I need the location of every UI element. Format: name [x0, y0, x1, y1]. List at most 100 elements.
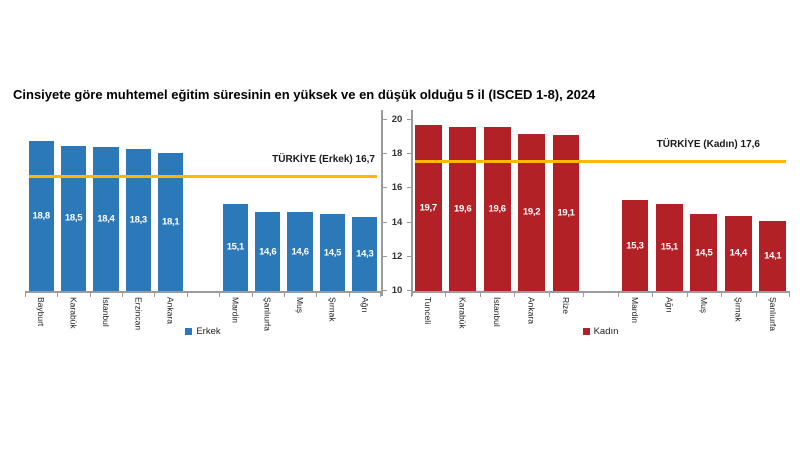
y-tick-mark — [407, 255, 411, 257]
bar-value-label: 19,7 — [419, 202, 438, 214]
x-axis-tick-mark — [348, 293, 350, 297]
bar-value-label: 15,1 — [226, 241, 245, 253]
bar-Ağrı: 14,3 — [352, 217, 378, 291]
x-axis-tick-mark — [583, 293, 585, 297]
bar-İstanbul: 19,6 — [483, 126, 511, 291]
bar-value-label: 19,2 — [522, 206, 541, 218]
y-tick-mark — [383, 290, 387, 291]
x-axis-tick-mark — [652, 293, 654, 297]
y-tick-mark — [383, 153, 387, 155]
bar-Mardin: 15,1 — [222, 203, 248, 291]
x-axis-label-İstanbul: İstanbul — [492, 297, 503, 327]
bar-Bayburt: 18,8 — [28, 140, 54, 291]
x-axis-tick-mark — [316, 293, 318, 297]
x-axis-label-Muş: Muş — [698, 297, 709, 314]
legend-label-kadin: Kadın — [593, 326, 619, 337]
y-axis-tick-16: 16 — [383, 182, 411, 194]
x-axis-labels-erkek: Bayburt Karabük İstanbul Erzincan Ankara Mard… — [25, 297, 381, 352]
chart-title: Cinsiyete göre muhtemel eğitim süresinin… — [13, 87, 596, 102]
x-axis-label-Muş: Muş — [295, 297, 306, 314]
x-axis-label-İstanbul: İstanbul — [100, 297, 111, 327]
bar-value-label: 19,6 — [454, 203, 472, 215]
bar-value-label: 19,6 — [488, 203, 506, 215]
y-tick-mark — [407, 119, 411, 120]
y-tick-mark — [383, 187, 387, 189]
x-axis-tick-mark — [251, 293, 253, 297]
y-axis-tick-18: 18 — [383, 148, 411, 160]
bar-value-label: 14,5 — [695, 247, 713, 259]
y-tick-mark — [407, 187, 411, 189]
x-axis-tick-mark — [548, 293, 550, 297]
bar-value-label: 14,4 — [729, 247, 748, 259]
bar-value-label: 15,1 — [660, 241, 679, 253]
bar-Rize: 19,1 — [552, 135, 580, 291]
x-axis-label-Mardin: Mardin — [230, 297, 241, 323]
x-axis-tick-mark — [25, 293, 26, 297]
bar-Erzincan: 18,3 — [125, 149, 151, 291]
x-axis-tick-mark — [89, 293, 91, 297]
legend-swatch-erkek-icon — [185, 328, 193, 335]
x-axis-tick-mark — [686, 293, 688, 297]
y-axis-tick-label: 10 — [391, 285, 403, 296]
y-axis-tick-label: 14 — [391, 216, 403, 228]
y-tick-mark — [383, 119, 387, 120]
bar-value-label: 14,1 — [764, 250, 782, 262]
y-axis-tick-20: 20 — [383, 114, 411, 126]
plot-area-kadin: 19,7 19,6 19,6 19,2 19,1 15,3 15,1 14,5 14,4 14,1… — [411, 120, 790, 297]
x-axis-tick-mark — [186, 293, 188, 297]
bar-value-label: 14,3 — [356, 248, 374, 260]
bar-value-label: 18,3 — [129, 214, 148, 226]
x-axis-tick-mark — [283, 293, 285, 297]
x-axis-label-Şırnak: Şırnak — [327, 297, 338, 322]
x-axis-tick-mark — [789, 293, 790, 297]
x-axis-label-Ankara: Ankara — [526, 297, 537, 324]
x-axis-label-Şanlıurfa: Şanlıurfa — [767, 297, 778, 332]
bar-value-label: 18,4 — [97, 213, 115, 225]
bar-Muş: 14,6 — [287, 212, 313, 291]
y-tick-mark — [383, 221, 387, 223]
x-axis-tick-mark — [219, 293, 221, 297]
bar-Şanlıurfa: 14,6 — [255, 212, 281, 291]
turkiye-reference-line — [28, 175, 378, 179]
turkiye-reference-label: TÜRKİYE (Erkek) 16,7 — [272, 154, 375, 166]
legend-erkek: Erkek — [25, 326, 381, 337]
x-axis-tick-mark — [479, 293, 481, 297]
bar-value-label: 18,8 — [32, 210, 51, 222]
bar-Tunceli: 19,7 — [414, 125, 442, 291]
bar-İstanbul: 18,4 — [93, 147, 119, 291]
plot-area-erkek: 18,8 18,5 18,4 18,3 18,1 15,1 14,6 14,6 14,5 14,3… — [25, 120, 381, 297]
bar-Muş: 14,5 — [690, 214, 718, 291]
x-axis-label-Ağrı: Ağrı — [359, 297, 370, 313]
bar-value-label: 14,5 — [323, 247, 342, 259]
bar-Şanlıurfa: 14,1 — [759, 220, 787, 291]
bar-Karabük: 19,6 — [449, 126, 477, 291]
bar-Ağrı: 15,1 — [655, 203, 683, 291]
x-axis-label-Ağrı: Ağrı — [664, 297, 675, 313]
turkiye-reference-label: TÜRKİYE (Kadın) 17,6 — [656, 139, 760, 151]
turkiye-reference-line — [414, 160, 787, 164]
legend-kadin: Kadın — [411, 326, 790, 337]
y-axis-tick-14: 14 — [383, 217, 411, 229]
y-axis-tick-label: 16 — [391, 182, 403, 194]
x-axis-label-Mardin: Mardin — [629, 297, 640, 323]
x-axis-tick-mark — [617, 293, 619, 297]
y-tick-mark — [383, 255, 387, 257]
x-axis-label-Erzincan: Erzincan — [133, 297, 144, 331]
x-axis-tick-mark — [380, 293, 381, 297]
x-axis-label-Bayburt: Bayburt — [36, 297, 47, 327]
x-axis-tick-mark — [57, 293, 59, 297]
y-axis-tick-label: 12 — [391, 250, 403, 262]
y-tick-mark — [407, 290, 411, 291]
x-axis-tick-mark — [122, 293, 124, 297]
bar-value-label: 19,1 — [557, 207, 575, 219]
legend-label-erkek: Erkek — [196, 326, 221, 337]
bar-Ankara: 18,1 — [158, 152, 184, 291]
x-axis-label-Rize: Rize — [561, 297, 572, 315]
bar-value-label: 14,6 — [291, 246, 309, 258]
x-axis-tick-mark — [755, 293, 757, 297]
x-axis-labels-kadin: Tunceli Karabük İstanbul Ankara Rize Mardin Ağ… — [411, 297, 790, 352]
y-tick-mark — [407, 153, 411, 155]
bar-value-label: 18,5 — [64, 212, 83, 224]
x-axis-tick-mark — [445, 293, 447, 297]
y-axis-tick-label: 18 — [391, 148, 403, 160]
